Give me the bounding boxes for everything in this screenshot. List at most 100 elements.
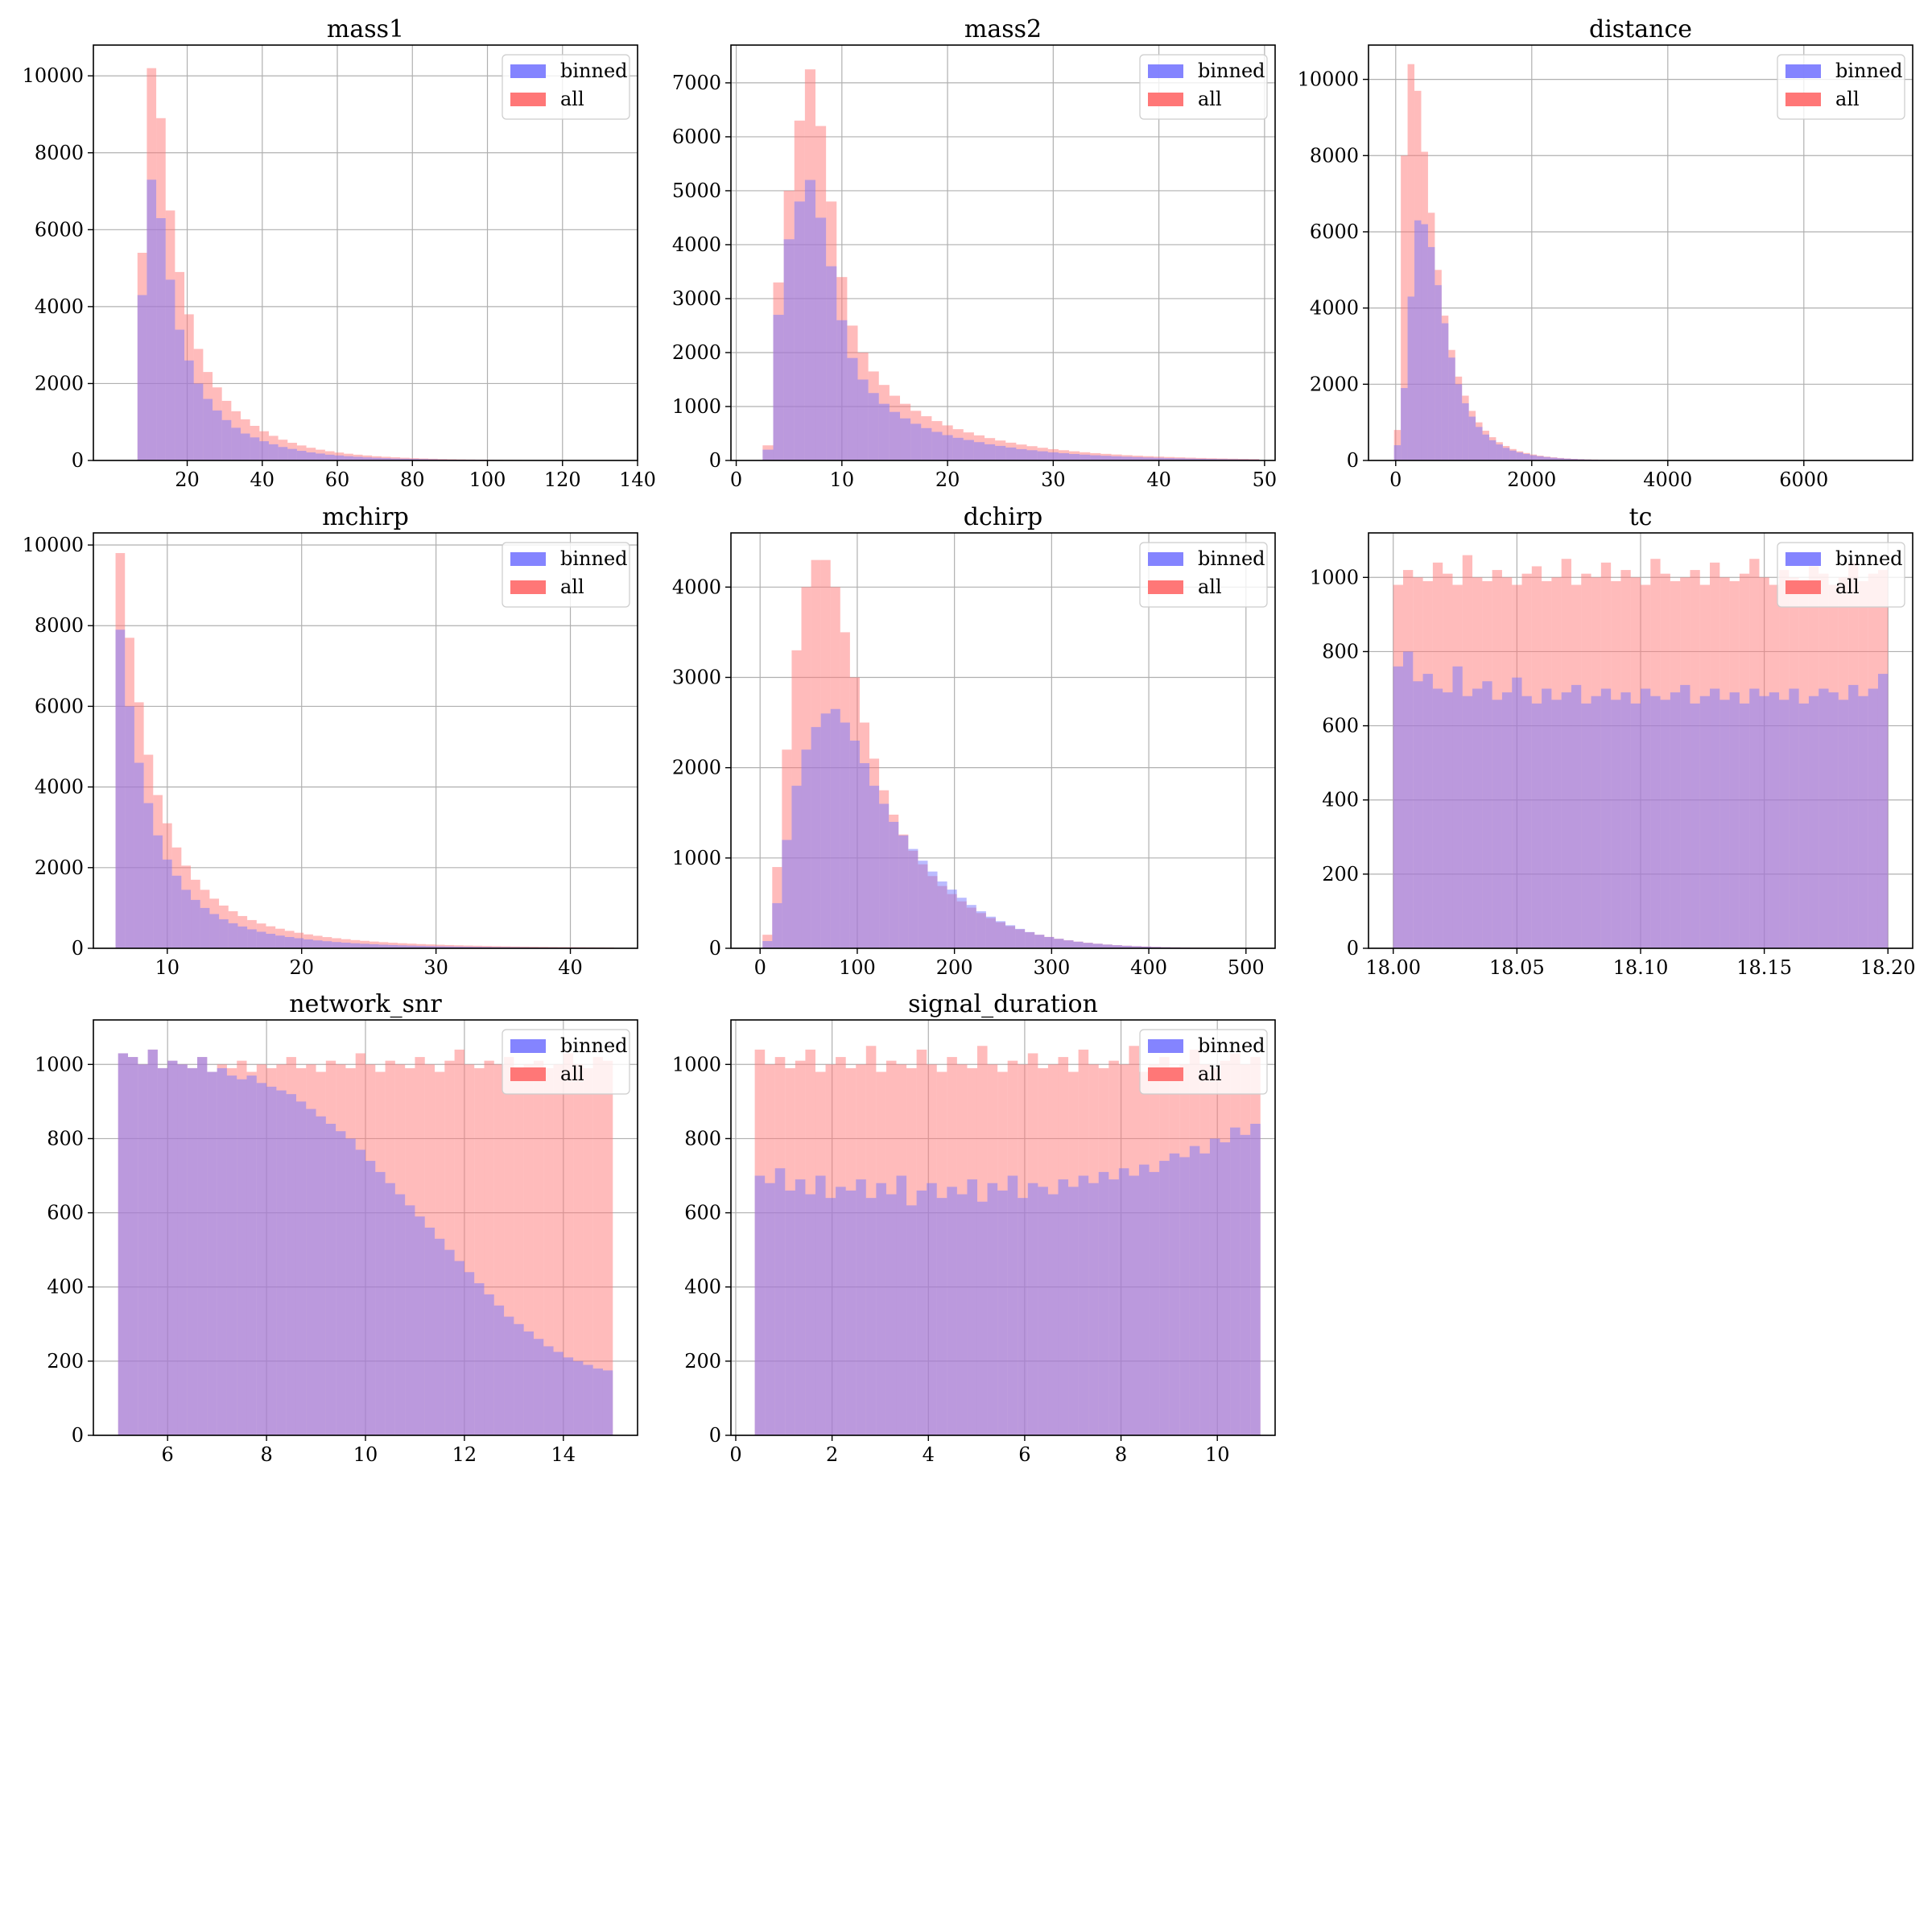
chart-signal-duration: 0 2 4 6 8 10 0 200 400 600 800 1000 signal_durationb… bbox=[672, 990, 1276, 1466]
bar-all bbox=[573, 1064, 584, 1435]
y-tick-label: 400 bbox=[47, 1276, 84, 1298]
bar-binned bbox=[1492, 700, 1502, 948]
x-tick-label: 18.05 bbox=[1489, 956, 1545, 979]
bar-binned bbox=[1098, 1171, 1109, 1435]
x-tick-label: 10 bbox=[1205, 1443, 1230, 1466]
bar-binned bbox=[1083, 943, 1093, 948]
bar-binned bbox=[1719, 700, 1730, 948]
x-tick-label: 50 bbox=[1253, 469, 1278, 491]
bar-binned bbox=[1102, 944, 1113, 948]
bar-binned bbox=[256, 1083, 267, 1435]
bar-binned bbox=[906, 1205, 917, 1435]
y-tick-label: 8000 bbox=[35, 142, 84, 164]
bar-binned bbox=[966, 905, 976, 948]
bar-binned bbox=[1169, 1153, 1180, 1435]
y-tick-label: 400 bbox=[1322, 789, 1359, 811]
x-tick-label: 8 bbox=[1115, 1443, 1127, 1466]
series-binned bbox=[137, 180, 617, 460]
legend: binned all bbox=[502, 54, 630, 120]
bar-binned bbox=[1660, 700, 1670, 948]
bar-binned bbox=[1038, 1187, 1048, 1435]
bar-binned bbox=[1523, 453, 1530, 460]
bar-binned bbox=[226, 1075, 237, 1435]
bar-binned bbox=[221, 419, 232, 460]
bar-binned bbox=[973, 442, 985, 460]
bar-binned bbox=[1179, 1157, 1190, 1435]
bar-binned bbox=[1531, 703, 1542, 948]
bar-binned bbox=[322, 941, 332, 948]
bar-binned bbox=[1435, 285, 1442, 460]
y-tick-label: 10000 bbox=[23, 64, 84, 87]
bar-binned bbox=[942, 435, 953, 460]
legend: binned all bbox=[502, 1029, 630, 1095]
series-binned bbox=[754, 1124, 1261, 1435]
legend-label-binned: binned bbox=[560, 1034, 628, 1057]
bar-binned bbox=[1729, 692, 1740, 948]
bar-binned bbox=[1509, 450, 1517, 460]
bar-binned bbox=[237, 1079, 247, 1435]
x-tick-label: 100 bbox=[469, 469, 506, 491]
legend-label-all: all bbox=[1198, 88, 1222, 110]
bar-binned bbox=[1611, 700, 1621, 948]
y-tick-label: 2000 bbox=[35, 372, 84, 394]
bar-binned bbox=[1121, 945, 1132, 948]
bar-binned bbox=[424, 1228, 436, 1435]
y-tick-label: 1000 bbox=[672, 1053, 721, 1075]
x-tick-label: 0 bbox=[730, 469, 742, 491]
bar-binned bbox=[836, 1187, 846, 1435]
y-tick-label: 800 bbox=[47, 1127, 84, 1150]
x-tick-label: 60 bbox=[325, 469, 350, 491]
bar-binned bbox=[1068, 1187, 1079, 1435]
bar-binned bbox=[1455, 384, 1463, 460]
bar-binned bbox=[115, 630, 126, 948]
bar-binned bbox=[553, 1352, 564, 1435]
bar-binned bbox=[415, 1216, 425, 1435]
bar-binned bbox=[879, 803, 890, 948]
y-tick-label: 0 bbox=[72, 937, 84, 960]
bar-binned bbox=[1432, 688, 1443, 948]
x-tick-label: 2000 bbox=[1507, 469, 1556, 491]
x-tick-label: 6 bbox=[1018, 1443, 1030, 1466]
bar-binned bbox=[217, 1067, 227, 1435]
bar-binned bbox=[602, 1370, 613, 1435]
legend-swatch-all bbox=[1148, 1067, 1183, 1081]
bar-binned bbox=[203, 398, 213, 460]
bar-binned bbox=[1443, 692, 1453, 948]
y-tick-label: 200 bbox=[1322, 863, 1359, 886]
bar-binned bbox=[563, 1357, 574, 1435]
bar-binned bbox=[435, 1238, 445, 1435]
legend-swatch-all bbox=[1148, 580, 1183, 594]
legend-swatch-binned bbox=[510, 552, 546, 566]
bar-binned bbox=[419, 459, 429, 460]
bar-binned bbox=[1779, 700, 1790, 948]
bar-binned bbox=[284, 936, 295, 948]
chart-distance: 0 2000 4000 6000 0 2000 4000 6000 8000 10000 dista… bbox=[1298, 15, 1913, 491]
bar-binned bbox=[1710, 688, 1720, 948]
y-tick-label: 4000 bbox=[35, 295, 84, 318]
bar-binned bbox=[390, 458, 401, 460]
bar-binned bbox=[312, 940, 323, 948]
bar-binned bbox=[1838, 700, 1849, 948]
y-tick-label: 0 bbox=[709, 449, 721, 472]
x-tick-label: 80 bbox=[400, 469, 425, 491]
bar-binned bbox=[1005, 447, 1017, 460]
y-tick-label: 2000 bbox=[672, 757, 721, 779]
bar-binned bbox=[1690, 703, 1700, 948]
y-tick-label: 2000 bbox=[672, 341, 721, 364]
bar-all bbox=[583, 1067, 593, 1435]
bar-binned bbox=[1516, 452, 1524, 460]
chart-dchirp: 0 100 200 300 400 500 0 1000 2000 3000 4000 dchirp b… bbox=[672, 503, 1276, 979]
bar-binned bbox=[1063, 940, 1074, 948]
x-tick-label: 6000 bbox=[1779, 469, 1828, 491]
bar-binned bbox=[523, 1331, 534, 1435]
bar-binned bbox=[1571, 459, 1578, 460]
bar-binned bbox=[782, 840, 792, 948]
x-tick-label: 30 bbox=[1041, 469, 1066, 491]
legend-swatch-all bbox=[1785, 93, 1821, 106]
legend-swatch-all bbox=[1148, 93, 1183, 106]
x-tick-label: 0 bbox=[754, 956, 766, 979]
legend: binned all bbox=[1777, 54, 1905, 120]
bar-binned bbox=[514, 1323, 524, 1435]
